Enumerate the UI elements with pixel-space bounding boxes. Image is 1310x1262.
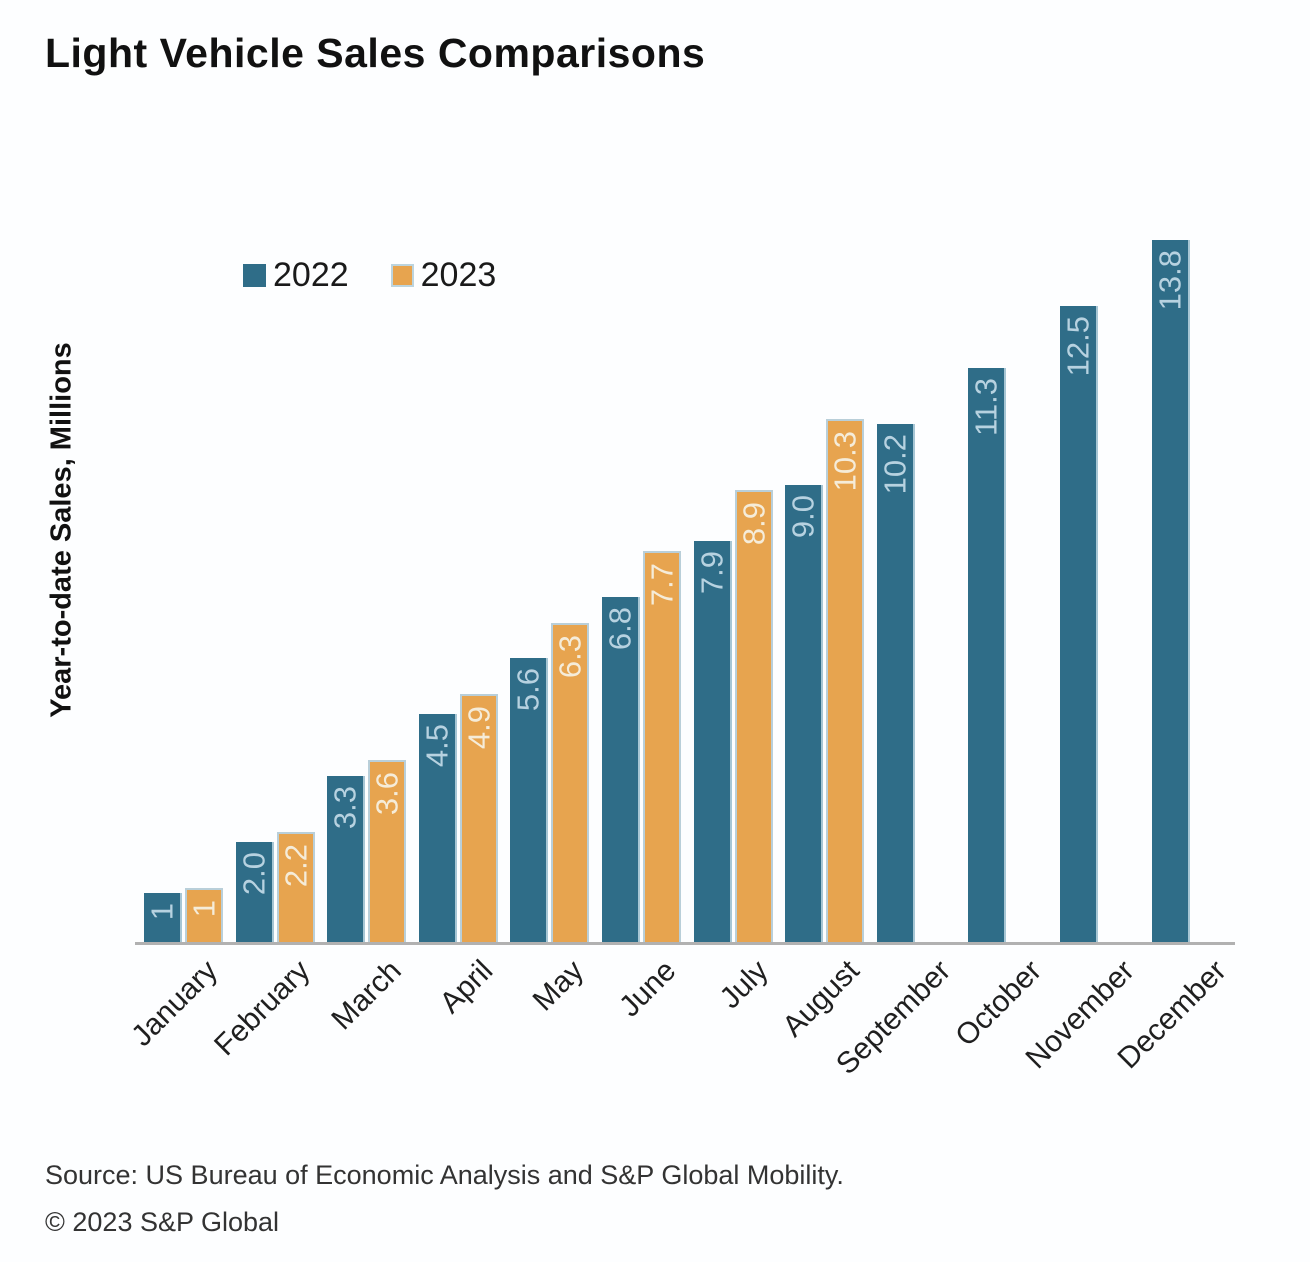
bar-2022-september: 10.2 (877, 424, 915, 944)
x-axis-label-july: July (713, 954, 775, 1016)
x-axis-line (135, 942, 1235, 945)
bar-2022-april: 4.5 (419, 714, 457, 944)
bar-value-label-2022-august: 9.0 (785, 495, 821, 539)
bar-value-label-2023-july: 8.9 (736, 502, 772, 546)
legend-swatch-2022 (243, 264, 266, 287)
copyright-text: © 2023 S&P Global (45, 1207, 280, 1238)
x-axis-label-february: February (208, 954, 317, 1063)
bar-value-label-2022-december: 13.8 (1152, 250, 1188, 311)
bar-value-label-2022-march: 3.3 (327, 786, 363, 830)
y-axis-title: Year-to-date Sales, Millions (45, 342, 78, 718)
bar-value-label-2023-may: 6.3 (552, 635, 588, 679)
bar-2022-november: 12.5 (1060, 306, 1098, 944)
bar-value-label-2022-february: 2.0 (236, 852, 272, 896)
bar-2023-june: 7.7 (643, 551, 681, 944)
x-axis-label-march: March (325, 954, 408, 1037)
legend-label-2022: 2022 (273, 256, 349, 294)
bar-2022-may: 5.6 (510, 658, 548, 944)
bar-value-label-2022-january: 1 (144, 903, 180, 921)
bar-2022-august: 9.0 (785, 485, 823, 944)
x-axis-label-may: May (526, 954, 591, 1018)
bar-2022-march: 3.3 (327, 776, 365, 944)
bar-value-label-2022-june: 6.8 (602, 607, 638, 651)
bar-2022-february: 2.0 (236, 842, 274, 944)
bar-2023-march: 3.6 (368, 760, 406, 944)
bar-2023-may: 6.3 (551, 623, 589, 944)
bar-value-label-2023-april: 4.9 (461, 706, 497, 750)
bar-2022-july: 7.9 (694, 541, 732, 944)
bar-2022-january: 1 (144, 893, 182, 944)
x-axis-label-june: June (612, 954, 683, 1024)
bar-2023-july: 8.9 (735, 490, 773, 944)
bar-value-label-2022-november: 12.5 (1060, 316, 1096, 377)
legend-swatch-2023 (390, 264, 414, 287)
bar-2023-february: 2.2 (277, 832, 315, 944)
legend-item-2023: 2023 (390, 256, 497, 295)
bar-2022-october: 11.3 (968, 368, 1006, 944)
bar-value-label-2022-september: 10.2 (877, 434, 913, 495)
bar-2023-august: 10.3 (826, 419, 864, 944)
bar-value-label-2023-june: 7.7 (644, 563, 680, 607)
plot-area: 1 1 2.0 2.2 3.3 3.6 4.5 4.9 5.6 6.3 6.8 7.7 7.9 8.9 9.… (135, 239, 1235, 944)
source-text: Source: US Bureau of Economic Analysis a… (45, 1160, 844, 1190)
x-axis-label-august: August (775, 954, 866, 1044)
legend-label-2023: 2023 (420, 256, 497, 294)
bar-2023-january: 1 (185, 888, 223, 944)
bar-value-label-2022-may: 5.6 (510, 668, 546, 712)
bar-value-label-2023-august: 10.3 (827, 431, 863, 492)
source-block: Source: US Bureau of Economic Analysis a… (45, 1152, 844, 1247)
legend: 2022 2023 (243, 256, 496, 295)
bar-value-label-2023-february: 2.2 (278, 844, 314, 888)
x-axis-label-april: April (433, 954, 500, 1020)
bar-value-label-2022-july: 7.9 (694, 551, 730, 595)
bar-2023-april: 4.9 (460, 694, 498, 944)
bar-value-label-2023-march: 3.6 (369, 772, 405, 816)
bar-value-label-2022-april: 4.5 (419, 724, 455, 768)
bar-2022-december: 13.8 (1152, 240, 1190, 944)
bar-value-label-2022-october: 11.3 (968, 378, 1004, 437)
legend-item-2022: 2022 (243, 256, 349, 295)
chart-title: Light Vehicle Sales Comparisons (45, 30, 706, 76)
bar-2022-june: 6.8 (602, 597, 640, 944)
bar-value-label-2023-january: 1 (186, 900, 222, 918)
x-axis-labels: January February March April May June July Augu… (126, 954, 1235, 1134)
